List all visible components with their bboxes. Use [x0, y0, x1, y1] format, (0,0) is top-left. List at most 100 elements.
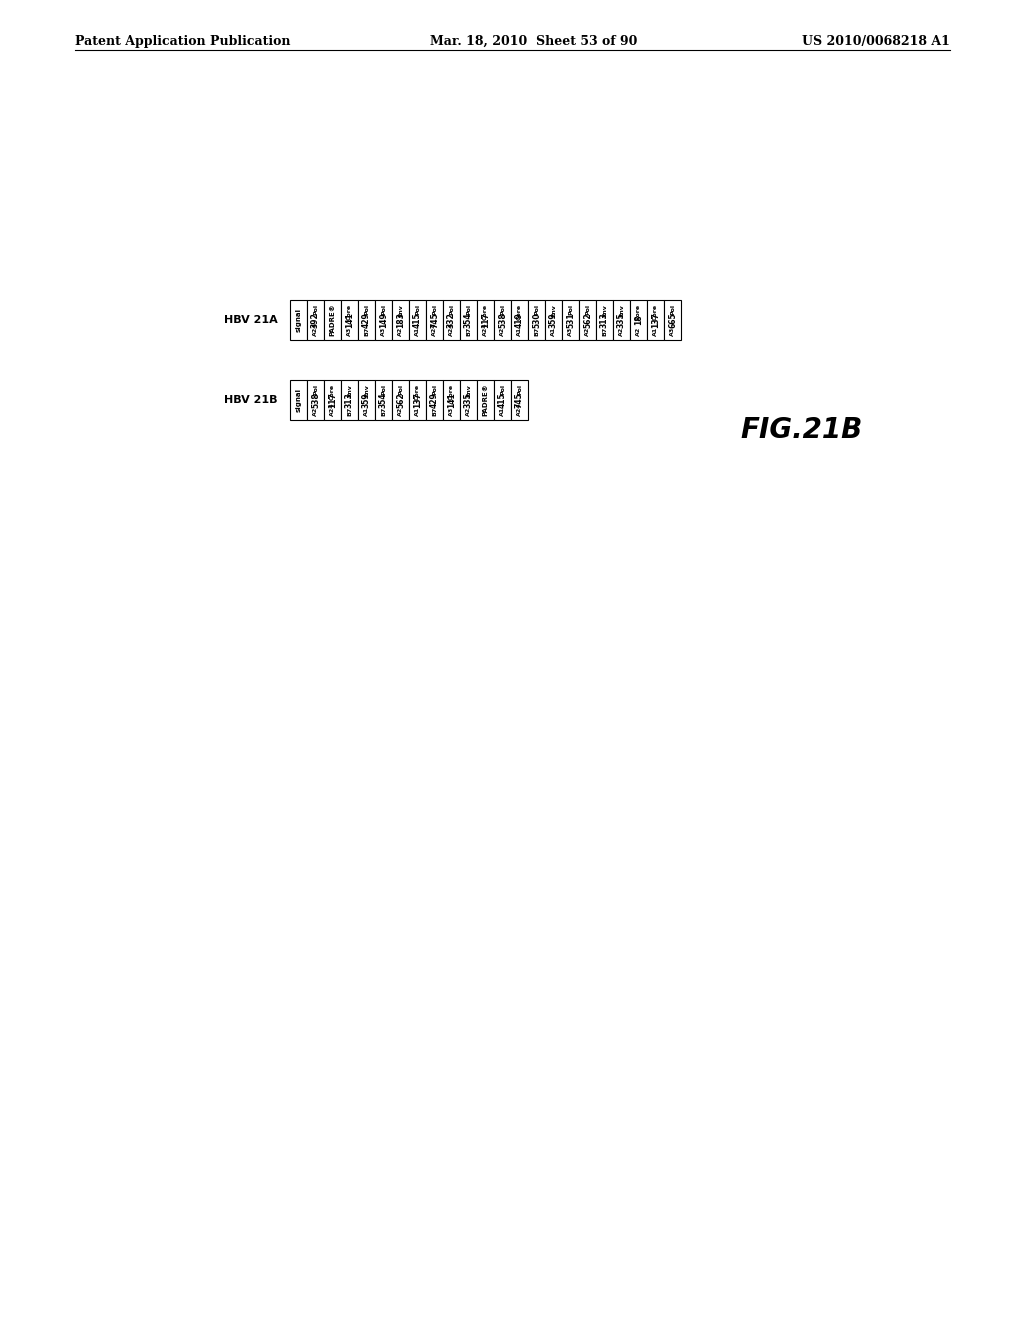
Bar [392, 380, 409, 420]
Text: A24: A24 [313, 322, 318, 337]
Text: Core: Core [517, 304, 522, 321]
Bar [290, 300, 307, 341]
Bar [647, 300, 664, 341]
Text: 392: 392 [311, 312, 319, 327]
Bar [324, 300, 341, 341]
Text: Pol: Pol [670, 304, 675, 315]
Text: Pol: Pol [449, 304, 454, 315]
Text: 531: 531 [566, 313, 575, 327]
Text: 745: 745 [430, 312, 439, 327]
Bar [426, 380, 443, 420]
Bar [443, 300, 460, 341]
Bar [562, 300, 579, 341]
Text: B7: B7 [347, 407, 352, 416]
Text: Env: Env [602, 304, 607, 317]
Text: Core: Core [330, 384, 335, 400]
Text: 354: 354 [464, 313, 473, 327]
Text: HBV 21A: HBV 21A [224, 315, 278, 325]
Bar [494, 300, 511, 341]
Bar [477, 380, 494, 420]
Text: PADRE®: PADRE® [482, 384, 488, 416]
Text: A1: A1 [415, 407, 420, 416]
Text: B7: B7 [534, 327, 539, 337]
Text: A3: A3 [670, 327, 675, 337]
Bar [630, 300, 647, 341]
Text: Pol: Pol [466, 304, 471, 315]
Text: Env: Env [466, 384, 471, 397]
Text: A1: A1 [500, 407, 505, 416]
Text: 313: 313 [345, 392, 354, 408]
Text: 359: 359 [549, 313, 558, 327]
Text: 538: 538 [311, 392, 319, 408]
Bar [528, 300, 545, 341]
Bar [545, 300, 562, 341]
Text: A2: A2 [618, 327, 624, 337]
Bar [477, 300, 494, 341]
Text: 332: 332 [447, 312, 456, 327]
Text: 562: 562 [396, 392, 406, 408]
Bar [409, 300, 426, 341]
Text: 137: 137 [651, 312, 660, 327]
Bar [341, 380, 358, 420]
Text: A2: A2 [466, 407, 471, 416]
Text: 141: 141 [345, 312, 354, 327]
Bar [307, 380, 324, 420]
Text: 665: 665 [668, 313, 677, 327]
Text: Pol: Pol [313, 384, 318, 395]
Bar [511, 380, 528, 420]
Text: A2: A2 [313, 407, 318, 416]
Bar [460, 380, 477, 420]
Bar [579, 300, 596, 341]
Text: A1: A1 [517, 327, 522, 337]
Text: A1: A1 [415, 327, 420, 337]
Text: A2: A2 [585, 327, 590, 337]
Text: signal: signal [296, 388, 301, 412]
Bar [613, 300, 630, 341]
Text: Env: Env [551, 304, 556, 317]
Text: A2: A2 [398, 407, 403, 416]
Text: A2: A2 [398, 327, 403, 337]
Text: Env: Env [618, 304, 624, 317]
Text: Pol: Pol [432, 304, 437, 315]
Text: Env: Env [398, 304, 403, 317]
Text: PADRE®: PADRE® [330, 304, 336, 337]
Text: 18: 18 [634, 314, 643, 325]
Text: A24: A24 [517, 403, 522, 416]
Text: Core: Core [636, 304, 641, 321]
Text: Pol: Pol [415, 304, 420, 315]
Bar [426, 300, 443, 341]
Text: 354: 354 [379, 392, 388, 408]
Bar [409, 380, 426, 420]
Text: 538: 538 [498, 312, 507, 327]
Text: A3: A3 [347, 327, 352, 337]
Bar [290, 380, 307, 420]
Text: 359: 359 [362, 392, 371, 408]
Text: 335: 335 [617, 313, 626, 327]
Bar [596, 300, 613, 341]
Text: A3: A3 [381, 327, 386, 337]
Text: B7: B7 [602, 327, 607, 337]
Text: Core: Core [653, 304, 658, 321]
Text: A24: A24 [449, 322, 454, 337]
Text: B7: B7 [466, 327, 471, 337]
Text: A2: A2 [636, 327, 641, 337]
Text: signal: signal [296, 308, 301, 333]
Bar [392, 300, 409, 341]
Bar [375, 300, 392, 341]
Text: 117: 117 [481, 312, 490, 327]
Bar [341, 300, 358, 341]
Text: 313: 313 [600, 312, 609, 327]
Bar [664, 300, 681, 341]
Text: Pol: Pol [313, 304, 318, 315]
Bar [358, 380, 375, 420]
Text: A24: A24 [432, 322, 437, 337]
Text: B7: B7 [381, 407, 386, 416]
Text: FIG.21B: FIG.21B [740, 416, 862, 444]
Text: Core: Core [347, 304, 352, 321]
Text: 429: 429 [430, 392, 439, 408]
Text: Env: Env [364, 384, 369, 397]
Text: 137: 137 [413, 392, 422, 408]
Text: HBV 21B: HBV 21B [224, 395, 278, 405]
Text: Pol: Pol [381, 304, 386, 315]
Text: Pol: Pol [381, 384, 386, 395]
